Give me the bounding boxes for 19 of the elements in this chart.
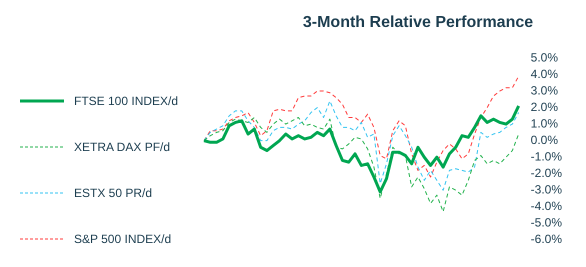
legend-label: S&P 500 INDEX/d xyxy=(74,232,172,246)
y-tick-label: -6.0% xyxy=(530,232,562,246)
y-tick-label: 4.0% xyxy=(530,66,558,81)
y-tick-label: 2.0% xyxy=(530,100,558,114)
legend-label: XETRA DAX PF/d xyxy=(74,140,170,154)
y-tick-label: -5.0% xyxy=(530,216,562,230)
y-tick-label: 0.0% xyxy=(530,132,558,147)
chart-title: 3-Month Relative Performance xyxy=(302,14,534,32)
y-tick-label: -3.0% xyxy=(530,182,562,197)
legend-label: FTSE 100 INDEX/d xyxy=(74,94,178,108)
y-tick-label: 3.0% xyxy=(530,83,558,98)
y-tick-label: 1.0% xyxy=(530,116,558,130)
line-series xyxy=(204,117,520,212)
y-tick-label: -4.0% xyxy=(530,199,562,214)
y-tick-label: -2.0% xyxy=(530,166,562,180)
legend-label: ESTX 50 PR/d xyxy=(74,186,152,200)
line-series xyxy=(204,76,520,178)
y-tick-label: 5.0% xyxy=(530,50,558,64)
y-tick-label: -1.0% xyxy=(530,149,562,164)
